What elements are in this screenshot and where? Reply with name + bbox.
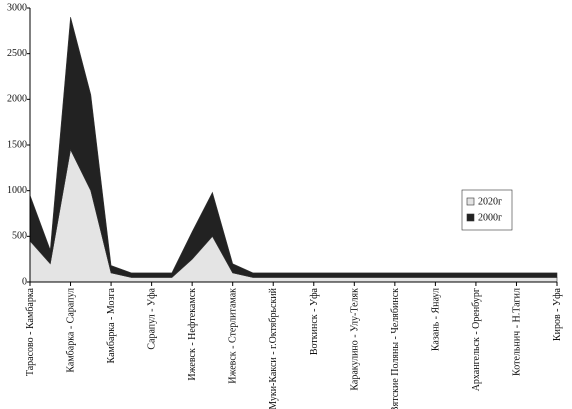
x-tick-label: Вятские Поляны - Челябинск [390, 288, 401, 409]
x-tick-label: Котельнич - Н.Тагил [511, 288, 522, 376]
x-tick-label: Воткинск - Уфа [309, 287, 320, 355]
x-tick-label: Казань - Янаул [430, 288, 441, 351]
x-tick-label: Камбарка - Мозга [106, 287, 117, 363]
x-tick-label: Каракулино - Улу-Теляк [349, 288, 360, 391]
y-tick-label: 3000 [7, 2, 27, 13]
legend: 2020г 2000г [461, 189, 513, 231]
y-tick-label: 2500 [7, 48, 27, 59]
y-tick-label: 1500 [7, 139, 27, 150]
legend-swatch [466, 213, 475, 222]
y-tick-label: 2000 [7, 94, 27, 105]
x-tick-label: Тарасово - Камбарка [25, 287, 36, 376]
area [29, 17, 558, 278]
legend-label: 2020г [478, 196, 502, 207]
x-tick-label: Киров - Уфа [552, 287, 563, 341]
y-tick-label: 500 [12, 231, 27, 242]
legend-swatch [466, 197, 475, 206]
x-tick-label: Камбарка - Сарапул [66, 288, 77, 373]
legend-box [461, 189, 513, 231]
x-tick-label: Архангельск - Оренбург [471, 288, 482, 391]
y-tick-label: 1000 [7, 185, 27, 196]
x-tick-label: Ижевск - Стерлитамак [228, 288, 239, 384]
y-tick-label: 0 [22, 276, 27, 287]
x-tick-label: Сарапул - Уфа [147, 287, 158, 349]
x-tick-label: Муки-Какси - г.Октябрьский [268, 287, 279, 409]
x-tick-label: Ижевск - Нефтекамск [187, 288, 198, 381]
legend-label: 2000г [478, 212, 502, 223]
